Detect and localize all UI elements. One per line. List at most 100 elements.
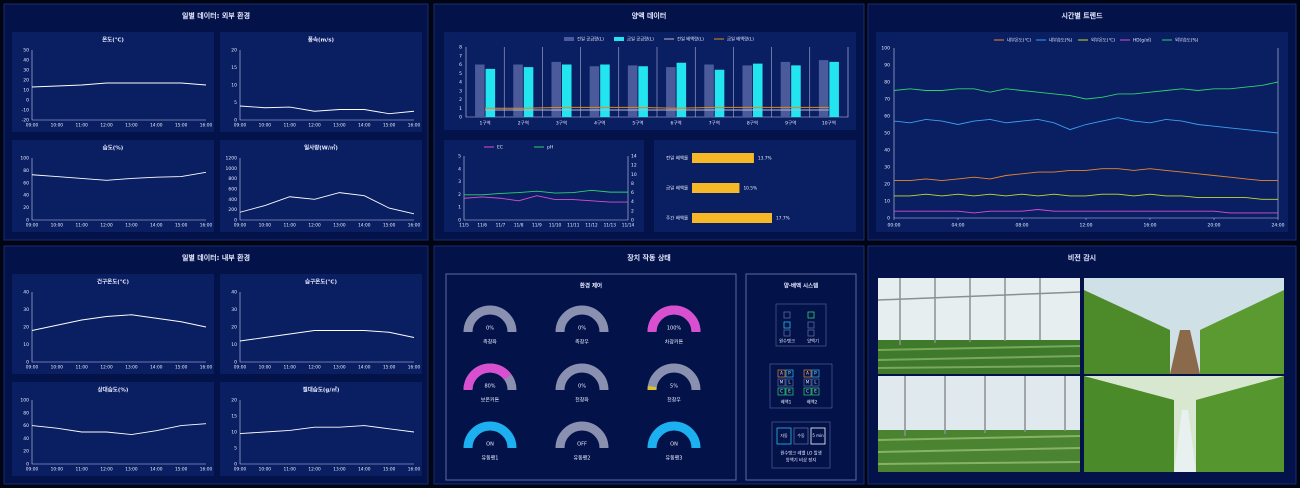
bar bbox=[829, 61, 839, 117]
bar bbox=[638, 66, 648, 117]
icon bbox=[803, 378, 812, 387]
x-tick-label: 11/13 bbox=[604, 223, 617, 229]
x-tick-label: 7구역 bbox=[709, 120, 720, 127]
chart-title: 풍속(m/s) bbox=[308, 36, 335, 44]
axis bbox=[239, 400, 414, 465]
axis bbox=[239, 50, 414, 121]
y-tick-label: 40 bbox=[23, 193, 29, 199]
x-tick-label: 16:00 bbox=[408, 223, 421, 229]
x-tick-label: 10:00 bbox=[259, 223, 272, 229]
x-tick-label: 12:00 bbox=[308, 123, 321, 129]
panel-title: 장치 작동 상태 bbox=[627, 253, 671, 262]
x-tick-label: 14:00 bbox=[358, 223, 371, 229]
line-series bbox=[894, 193, 1278, 200]
y-tick-label: 30 bbox=[231, 307, 237, 313]
line-series bbox=[239, 192, 415, 215]
camera-image bbox=[877, 376, 1081, 472]
y-tick-label: 0 bbox=[234, 118, 237, 124]
y-tick-label: 100 bbox=[20, 156, 29, 162]
y-tick-label: 2 bbox=[631, 208, 634, 214]
x-tick-label: 15:00 bbox=[383, 223, 396, 229]
icon-letter: M bbox=[780, 380, 784, 385]
bar bbox=[551, 61, 562, 117]
bar bbox=[791, 65, 801, 117]
x-tick-label: 14:00 bbox=[358, 365, 371, 371]
y-tick-label: 80 bbox=[23, 410, 29, 416]
y-tick-label: -20 bbox=[22, 118, 29, 124]
y-tick-label: 80 bbox=[23, 168, 29, 174]
line-series bbox=[239, 330, 415, 342]
value-label: 13.7% bbox=[758, 156, 772, 162]
system-box bbox=[745, 273, 857, 481]
y-tick-label: 30 bbox=[23, 307, 29, 313]
fan-indicator bbox=[463, 421, 517, 449]
y-tick-label: 10 bbox=[23, 342, 29, 348]
line-series bbox=[31, 82, 207, 88]
line-series bbox=[463, 195, 628, 203]
gauge-label: 0% bbox=[486, 326, 494, 332]
chart-bg bbox=[220, 140, 422, 232]
x-tick-label: 2구역 bbox=[518, 120, 529, 127]
line-series bbox=[894, 209, 1278, 214]
legend-label: HD(g/㎥) bbox=[1133, 37, 1152, 44]
x-tick-label: 12:00 bbox=[308, 365, 321, 371]
axis bbox=[31, 50, 206, 121]
x-tick-label: 16:00 bbox=[408, 123, 421, 129]
x-tick-label: 6구역 bbox=[671, 120, 682, 127]
vision-images bbox=[877, 278, 1284, 472]
legend-swatch bbox=[564, 37, 574, 41]
fan-state: OFF bbox=[577, 442, 587, 448]
y-tick-label: 2 bbox=[459, 97, 462, 103]
gauge-name: 측창우 bbox=[575, 339, 589, 346]
y-tick-label: 0 bbox=[631, 218, 634, 224]
y-tick-label: 5 bbox=[459, 71, 462, 77]
y-tick-label: 60 bbox=[23, 180, 29, 186]
x-tick-label: 16:00 bbox=[1144, 223, 1157, 229]
y-tick-label: 10 bbox=[631, 172, 637, 178]
x-tick-label: 00:00 bbox=[888, 223, 901, 229]
x-tick-label: 10:00 bbox=[51, 123, 64, 129]
chart-title: 습구온도(℃) bbox=[305, 278, 337, 286]
x-tick-label: 14:00 bbox=[150, 467, 163, 473]
chart-bg bbox=[220, 32, 422, 132]
y-tick-label: 40 bbox=[23, 290, 29, 296]
legend-label: 외부습도(%) bbox=[1175, 37, 1199, 44]
gauge-label: 0% bbox=[578, 384, 586, 390]
x-tick-label: 11/11 bbox=[567, 223, 580, 229]
x-tick-label: 11:00 bbox=[76, 467, 89, 473]
x-tick-label: 13:00 bbox=[333, 467, 346, 473]
y-tick-label: 20 bbox=[23, 205, 29, 211]
y-tick-label: 80 bbox=[884, 80, 890, 86]
x-tick-label: 16:00 bbox=[200, 123, 213, 129]
y-tick-label: 10 bbox=[884, 199, 890, 205]
y-tick-label: 20 bbox=[884, 182, 890, 188]
y-tick-label: 100 bbox=[881, 46, 890, 52]
y-tick-label: 600 bbox=[228, 187, 237, 193]
group-box bbox=[769, 363, 833, 409]
panel-title: 양액 데이터 bbox=[632, 11, 667, 20]
x-tick-label: 11/9 bbox=[532, 223, 542, 229]
x-tick-label: 8구역 bbox=[747, 120, 758, 127]
y-tick-label: 40 bbox=[23, 436, 29, 442]
x-tick-label: 12:00 bbox=[100, 467, 113, 473]
panel-title: 일별 데이터: 외부 환경 bbox=[182, 11, 250, 20]
bar bbox=[589, 66, 600, 117]
x-tick-label: 24:00 bbox=[1272, 223, 1285, 229]
line-series bbox=[485, 106, 829, 109]
category-label: 금일 배액률 bbox=[666, 185, 688, 192]
env-box bbox=[445, 273, 737, 481]
y-tick-label: 20 bbox=[231, 398, 237, 404]
y-tick-label: 15 bbox=[231, 65, 237, 71]
y-tick-label: 20 bbox=[231, 48, 237, 54]
y-tick-label: 10 bbox=[231, 83, 237, 89]
x-tick-label: 14:00 bbox=[150, 365, 163, 371]
bar bbox=[676, 62, 687, 117]
y-tick-label: 5 bbox=[234, 100, 237, 106]
x-tick-label: 16:00 bbox=[408, 467, 421, 473]
alarm-text: 양액기 비상 정지 bbox=[786, 457, 816, 464]
gauge-label: 80% bbox=[484, 384, 495, 390]
system-title: 양·배액 시스템 bbox=[784, 282, 818, 290]
chart-bg bbox=[12, 274, 214, 374]
fan-indicator bbox=[647, 421, 701, 449]
